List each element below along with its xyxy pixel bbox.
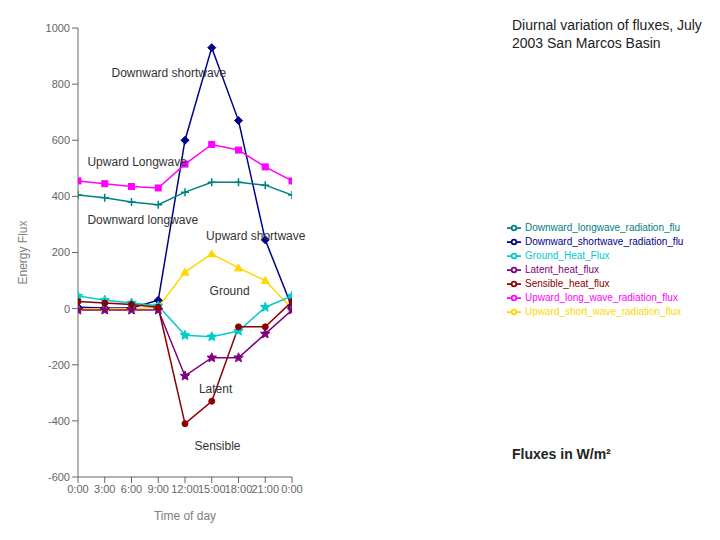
svg-text:21:00: 21:00 — [251, 483, 279, 495]
svg-text:-200: -200 — [48, 359, 70, 371]
svg-text:9:00: 9:00 — [148, 483, 169, 495]
svg-text:15:00: 15:00 — [198, 483, 226, 495]
svg-text:Latent: Latent — [199, 382, 233, 396]
svg-text:800: 800 — [52, 78, 70, 90]
html-text:Upward_short_wave_radiation_fl: Upward_short_wave_radiation_flux — [525, 305, 682, 317]
svg-text:Upward shortwave: Upward shortwave — [206, 229, 306, 243]
svg-text:1000: 1000 — [46, 22, 70, 34]
svg-text:-400: -400 — [48, 415, 70, 427]
svg-text:3:00: 3:00 — [94, 483, 115, 495]
html-text:Downward_longwave_radiation_fl: Downward_longwave_radiation_flu — [525, 221, 681, 233]
html-text:Sensible_heat_flux: Sensible_heat_flux — [525, 277, 610, 289]
svg-text:Time of day: Time of day — [154, 509, 216, 523]
svg-text:Downward shortwave: Downward shortwave — [112, 66, 227, 80]
svg-text:0:00: 0:00 — [67, 483, 88, 495]
svg-text:Upward Longwave: Upward Longwave — [87, 155, 187, 169]
svg-text:600: 600 — [52, 134, 70, 146]
svg-text:0: 0 — [64, 303, 70, 315]
svg-text:Sensible: Sensible — [194, 439, 240, 453]
svg-text:0:00: 0:00 — [281, 483, 302, 495]
svg-text:12:00: 12:00 — [171, 483, 199, 495]
svg-text:200: 200 — [52, 246, 70, 258]
html-text:Latent_heat_flux: Latent_heat_flux — [525, 263, 599, 275]
svg-text:Ground: Ground — [210, 284, 250, 298]
html-text:Ground_Heat_Flux: Ground_Heat_Flux — [525, 249, 610, 261]
svg-text:400: 400 — [52, 190, 70, 202]
html-text:Downward_shortwave_radiation_f: Downward_shortwave_radiation_flu — [525, 235, 684, 247]
svg-text:-600: -600 — [48, 471, 70, 483]
svg-text:18:00: 18:00 — [225, 483, 253, 495]
svg-text:Downward longwave: Downward longwave — [87, 213, 198, 227]
html-text:Upward_long_wave_radiation_flu: Upward_long_wave_radiation_flux — [525, 291, 678, 303]
html-text:Fluxes in W/m²: Fluxes in W/m² — [512, 446, 611, 462]
svg-text:6:00: 6:00 — [121, 483, 142, 495]
svg-text:Energy Flux: Energy Flux — [16, 220, 30, 284]
html-text:Diurnal variation of fluxes, J: Diurnal variation of fluxes, July 2003 S… — [512, 17, 702, 51]
